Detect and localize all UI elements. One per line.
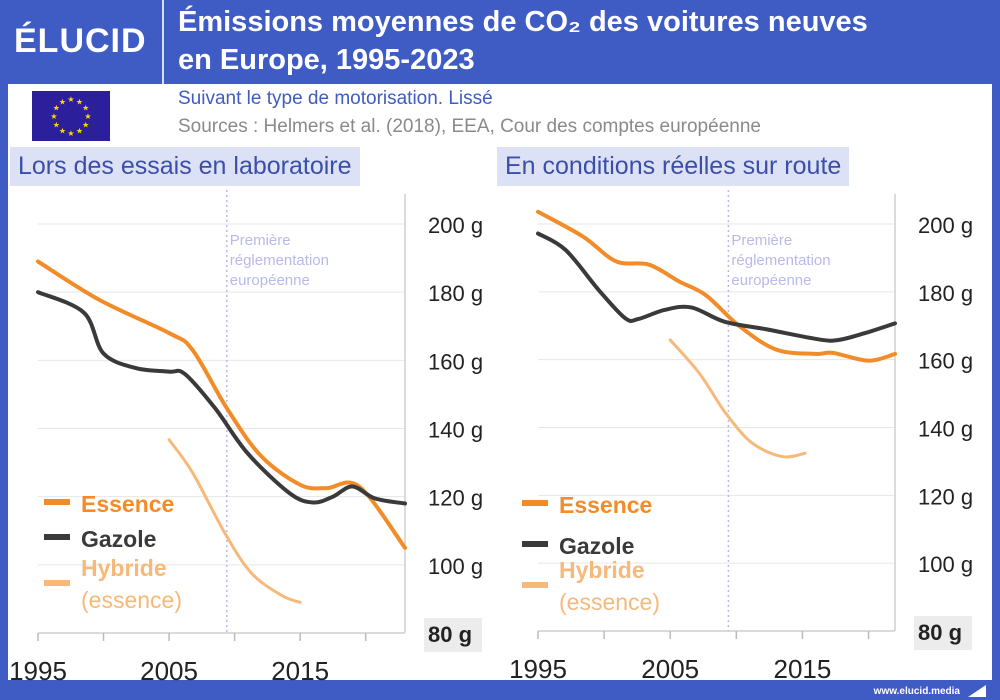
- page-title-line2: en Europe, 1995-2023: [178, 44, 475, 76]
- left-chart-title: Lors des essais en laboratoire: [10, 147, 360, 186]
- elucid-logo: ÉLUCID: [14, 22, 147, 60]
- legend-swatch-gazole: [522, 541, 548, 547]
- subtitle: Suivant le type de motorisation. Lissé: [178, 88, 493, 109]
- flag-star-icon: ★: [53, 104, 60, 113]
- flag-star-icon: ★: [84, 112, 91, 121]
- flag-star-icon: ★: [59, 127, 66, 136]
- flag-star-icon: ★: [82, 104, 89, 113]
- legend-label-hybride-sub: (essence): [81, 587, 182, 613]
- series-line-essence: [536, 209, 897, 363]
- ytick-label: 160 g: [918, 349, 973, 374]
- xtick-label: 2015: [774, 654, 832, 684]
- regulation-label: européenne: [731, 272, 811, 289]
- flag-star-icon: ★: [76, 127, 83, 136]
- ytick-label: 200 g: [918, 213, 973, 238]
- ytick-label: 180 g: [428, 281, 483, 306]
- regulation-label: européenne: [230, 272, 310, 289]
- xtick-label: 2015: [271, 656, 329, 686]
- legend-label-hybride-sub: (essence): [559, 589, 660, 615]
- flag-star-icon: ★: [53, 121, 60, 130]
- legend-label-hybride: Hybride: [81, 555, 167, 581]
- xtick-label: 2005: [140, 656, 198, 686]
- flag-star-icon: ★: [82, 121, 89, 130]
- legend-swatch-hybride: [522, 582, 548, 588]
- legend-swatch-hybride: [44, 580, 70, 586]
- legend-label-essence: Essence: [81, 491, 174, 517]
- legend-swatch-essence: [522, 500, 548, 506]
- ytick-label: 80 g: [918, 620, 962, 645]
- legend-label-hybride: Hybride: [559, 557, 645, 583]
- legend: Essence Gazole Hybride (essence): [44, 491, 182, 613]
- ytick-label: 120 g: [918, 484, 973, 509]
- flag-star-icon: ★: [59, 97, 66, 106]
- lab-chart: 200 g 180 g 160 g 140 g 120 g 100 g 80 g 1995 20…: [9, 190, 483, 686]
- ytick-label: 200 g: [428, 213, 483, 238]
- ytick-label: 180 g: [918, 281, 973, 306]
- flag-star-icon: ★: [76, 97, 83, 106]
- legend-label-gazole: Gazole: [559, 533, 634, 559]
- ytick-label: 80 g: [428, 622, 472, 647]
- series-line-essence: [36, 259, 407, 550]
- legend-swatch-essence: [44, 499, 70, 505]
- road-chart: 200 g 180 g 160 g 140 g 120 g 100 g 80 g 1995 20…: [509, 190, 973, 684]
- xtick-label: 1995: [509, 654, 567, 684]
- header-divider: [162, 0, 164, 84]
- flag-star-icon: ★: [50, 112, 57, 121]
- xtick-label: 1995: [9, 656, 67, 686]
- legend-swatch-gazole: [44, 534, 70, 540]
- ytick-label: 100 g: [918, 552, 973, 577]
- series-line-gazole: [36, 290, 407, 506]
- regulation-label: réglementation: [230, 252, 329, 269]
- sources: Sources : Helmers et al. (2018), EEA, Co…: [178, 116, 761, 137]
- ytick-label: 160 g: [428, 349, 483, 374]
- eu-flag-icon: ★ ★ ★ ★ ★ ★ ★ ★ ★ ★ ★ ★: [32, 91, 110, 141]
- ytick-label: 140 g: [918, 417, 973, 442]
- flag-star-icon: ★: [67, 129, 74, 138]
- regulation-label: réglementation: [731, 252, 830, 269]
- ytick-highlight: [424, 618, 482, 652]
- xtick-label: 2005: [641, 654, 699, 684]
- ytick-label: 120 g: [428, 486, 483, 511]
- page-title-line1: Émissions moyennes de CO₂ des voitures n…: [178, 6, 868, 38]
- footer-url[interactable]: www.elucid.media: [873, 686, 960, 697]
- regulation-label: Première: [731, 232, 792, 249]
- ytick-label: 100 g: [428, 554, 483, 579]
- regulation-label: Première: [230, 232, 291, 249]
- legend-label-gazole: Gazole: [81, 526, 156, 552]
- ytick-label: 140 g: [428, 418, 483, 443]
- legend-label-essence: Essence: [559, 492, 652, 518]
- flag-star-icon: ★: [67, 95, 74, 104]
- series-line-gazole: [536, 231, 897, 343]
- ytick-highlight: [914, 616, 972, 650]
- series-line-hybride: [167, 438, 302, 604]
- series-line-hybride: [668, 338, 807, 459]
- elucid-emblem-icon: [968, 685, 986, 697]
- right-chart-title: En conditions réelles sur route: [497, 147, 850, 186]
